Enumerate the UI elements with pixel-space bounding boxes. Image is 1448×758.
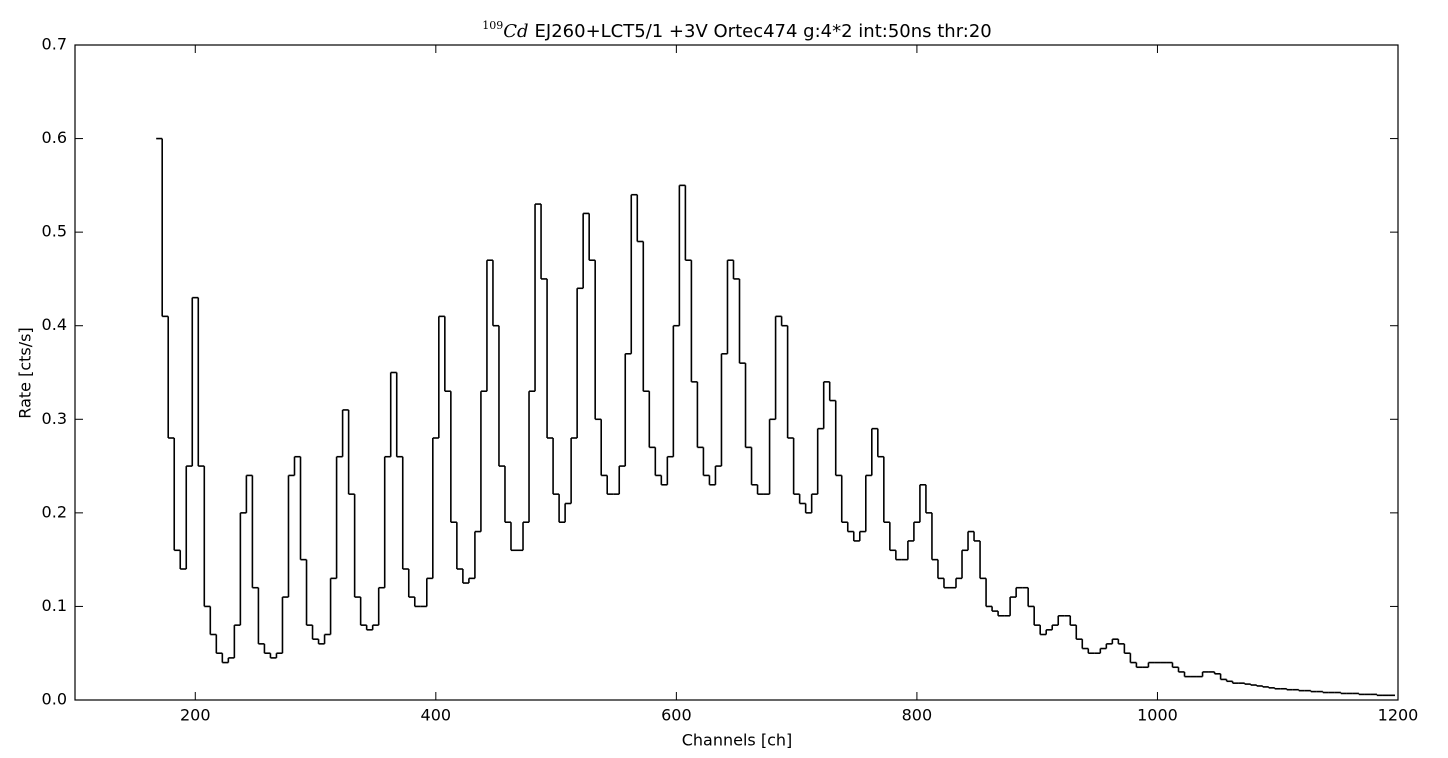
title-symbol: Cd <box>503 21 528 42</box>
y-tick-label: 0.5 <box>42 222 67 241</box>
x-tick-label: 1000 <box>1137 706 1178 725</box>
title-superscript: 109 <box>482 19 503 32</box>
x-tick-label: 1200 <box>1378 706 1419 725</box>
plot-frame <box>74 44 1399 701</box>
y-tick-label: 0.4 <box>42 315 67 334</box>
x-axis-label: Channels [ch] <box>682 731 793 750</box>
y-tick-label: 0.7 <box>42 35 67 54</box>
x-tick-label: 600 <box>661 706 692 725</box>
y-tick-label: 0.3 <box>42 409 67 428</box>
chart-title: 109Cd EJ260+LCT5/1 +3V Ortec474 g:4*2 int… <box>482 19 992 42</box>
x-tick-label: 400 <box>421 706 452 725</box>
x-tick-label: 800 <box>902 706 933 725</box>
y-tick-label: 0.6 <box>42 128 67 147</box>
y-tick-label: 0.0 <box>42 690 67 709</box>
x-tick-label: 200 <box>180 706 211 725</box>
y-tick-label: 0.2 <box>42 502 67 521</box>
y-axis-label: Rate [cts/s] <box>16 327 35 418</box>
y-tick-label: 0.1 <box>42 596 67 615</box>
title-text: EJ260+LCT5/1 +3V Ortec474 g:4*2 int:50ns… <box>535 21 992 42</box>
